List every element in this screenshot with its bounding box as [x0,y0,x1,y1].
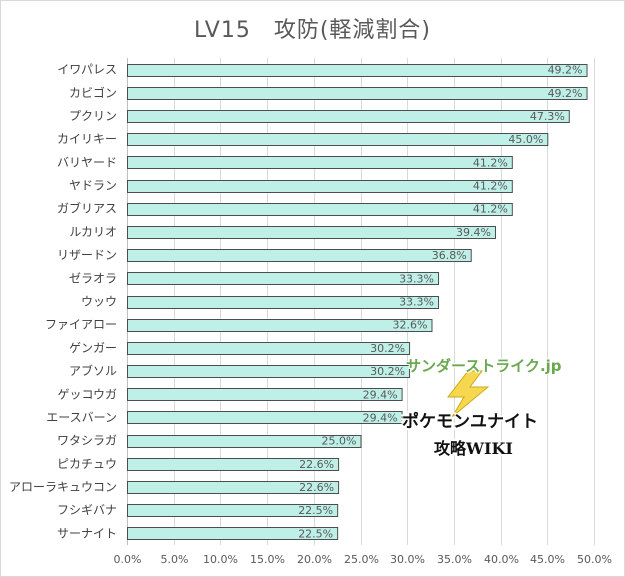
data-label: 32.6% [393,319,428,332]
x-tick-label: 50.0% [577,553,612,566]
bar [127,180,513,193]
data-label: 29.4% [363,388,398,401]
data-label: 45.0% [508,133,543,146]
data-label: 22.5% [298,504,333,517]
category-label: プクリン [69,109,117,123]
bar [127,156,513,169]
category-label: ルカリオ [69,225,117,239]
bar [127,365,411,378]
data-label: 41.2% [473,156,508,169]
x-tick-label: 0.0% [114,553,142,566]
data-label: 49.2% [548,87,583,100]
data-label: 22.6% [299,458,334,471]
category-label: ゼラオラ [69,271,117,285]
category-label: ウッウ [81,295,117,309]
data-label: 33.3% [399,296,434,309]
category-label: ゲンガー [69,341,117,355]
bar [127,527,339,540]
category-label: ヤドラン [69,179,117,193]
bar [127,458,340,471]
x-tick-label: 45.0% [530,553,565,566]
category-label: ワタシラガ [57,434,117,448]
x-tick-label: 30.0% [390,553,425,566]
x-tick-label: 25.0% [344,553,379,566]
bar [127,319,433,332]
bar [127,203,513,216]
data-label: 25.0% [322,435,357,448]
bar [127,64,588,77]
category-label: イワパレス [57,63,117,77]
x-tick-label: 10.0% [203,553,238,566]
category-label: アローラキュウコン [9,480,117,494]
bar [127,110,570,123]
data-label: 49.2% [548,64,583,77]
data-label: 39.4% [456,226,491,239]
x-tick-label: 35.0% [437,553,472,566]
bar [127,296,440,309]
x-tick-label: 20.0% [297,553,332,566]
data-label: 29.4% [363,411,398,424]
category-label: アブソル [69,363,117,378]
category-label: エースバーン [46,410,117,424]
bar [127,411,403,424]
x-tick-label: 40.0% [484,553,519,566]
x-tick-label: 5.0% [161,553,189,566]
data-label: 33.3% [399,272,434,285]
bar [127,226,496,239]
data-label: 41.2% [473,180,508,193]
data-label: 22.5% [298,527,333,540]
category-label: カイリキー [57,132,117,146]
data-label: 30.2% [370,365,405,378]
bar [127,272,440,285]
category-label: ガブリアス [57,201,117,216]
category-label: フシギバナ [57,503,117,517]
bar [127,504,339,517]
category-label: ゲッコウガ [57,387,117,401]
data-label: 22.6% [299,481,334,494]
category-label: ピカチュウ [57,457,117,471]
category-label: リザードン [57,248,117,262]
bar [127,342,411,355]
x-tick-label: 15.0% [250,553,285,566]
category-label: サーナイト [57,526,117,540]
chart-title: LV15 攻防(軽減割合) [193,18,432,43]
bar [127,435,362,448]
category-label: バリヤード [57,155,117,169]
data-label: 41.2% [473,203,508,216]
category-label: ファイアロー [45,318,117,332]
category-label: カビゴン [69,85,117,100]
bar [127,481,340,494]
data-label: 30.2% [370,342,405,355]
data-label: 36.8% [432,249,467,262]
bar [127,87,588,100]
bar [127,388,403,401]
bar [127,133,549,146]
data-label: 47.3% [530,110,565,123]
bar [127,249,472,262]
